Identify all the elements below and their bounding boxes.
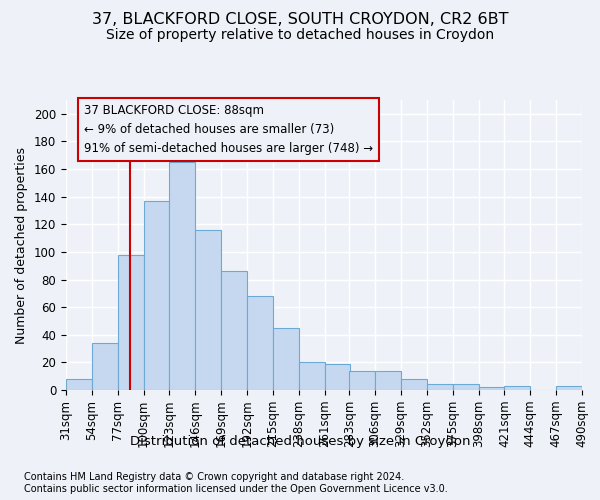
- Text: Contains HM Land Registry data © Crown copyright and database right 2024.: Contains HM Land Registry data © Crown c…: [24, 472, 404, 482]
- Text: 37, BLACKFORD CLOSE, SOUTH CROYDON, CR2 6BT: 37, BLACKFORD CLOSE, SOUTH CROYDON, CR2 …: [92, 12, 508, 28]
- Bar: [325, 364, 350, 390]
- Bar: [479, 387, 505, 390]
- Text: Size of property relative to detached houses in Croydon: Size of property relative to detached ho…: [106, 28, 494, 42]
- Bar: [401, 379, 427, 390]
- Text: Contains public sector information licensed under the Open Government Licence v3: Contains public sector information licen…: [24, 484, 448, 494]
- Bar: [195, 230, 221, 390]
- Bar: [169, 162, 195, 390]
- Bar: [273, 328, 299, 390]
- Bar: [556, 386, 582, 390]
- Text: Distribution of detached houses by size in Croydon: Distribution of detached houses by size …: [130, 435, 470, 448]
- Y-axis label: Number of detached properties: Number of detached properties: [16, 146, 28, 344]
- Text: 37 BLACKFORD CLOSE: 88sqm
← 9% of detached houses are smaller (73)
91% of semi-d: 37 BLACKFORD CLOSE: 88sqm ← 9% of detach…: [84, 104, 373, 156]
- Bar: [92, 343, 118, 390]
- Bar: [427, 384, 453, 390]
- Bar: [118, 254, 143, 390]
- Bar: [247, 296, 273, 390]
- Bar: [221, 271, 247, 390]
- Bar: [299, 362, 325, 390]
- Bar: [349, 370, 375, 390]
- Bar: [505, 386, 530, 390]
- Bar: [66, 379, 92, 390]
- Bar: [375, 370, 401, 390]
- Bar: [143, 201, 169, 390]
- Bar: [453, 384, 479, 390]
